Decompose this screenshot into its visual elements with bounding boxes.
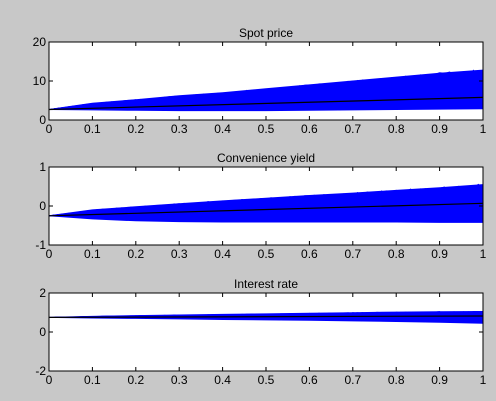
convenience-yield-x-tick-label: 0 bbox=[46, 247, 53, 261]
convenience-yield-y-tick-label: 0 bbox=[39, 199, 46, 213]
convenience-yield-x-tick-label: 0.4 bbox=[214, 247, 231, 261]
spot-price-path-strand bbox=[49, 70, 483, 110]
interest-rate-x-tick-label: 1 bbox=[480, 373, 487, 387]
spot-price-x-tick-label: 0.6 bbox=[301, 122, 318, 136]
interest-rate-x-tick-label: 0.7 bbox=[344, 373, 361, 387]
spot-price-x-tick-label: 1 bbox=[480, 122, 487, 136]
interest-rate-x-tick-label: 0.1 bbox=[84, 373, 101, 387]
interest-rate-series-group bbox=[49, 310, 483, 324]
spot-price-x-tick-label: 0.1 bbox=[84, 122, 101, 136]
spot-price-x-tick-label: 0.5 bbox=[258, 122, 275, 136]
interest-rate-y-tick-label: -2 bbox=[35, 364, 46, 378]
spot-price-x-tick-label: 0.4 bbox=[214, 122, 231, 136]
convenience-yield-y-tick-label: 1 bbox=[39, 160, 46, 174]
convenience-yield-x-tick-label: 0.5 bbox=[258, 247, 275, 261]
spot-price-title: Spot price bbox=[239, 26, 293, 40]
interest-rate-y-tick-label: 2 bbox=[39, 286, 46, 300]
spot-price-y-tick-label: 20 bbox=[33, 35, 47, 49]
spot-price-series-group bbox=[49, 69, 483, 112]
convenience-yield-x-tick-label: 0.9 bbox=[431, 247, 448, 261]
convenience-yield-chart: 0 0.1 0.2 0.3 0.4 0.5 0.6 0.7 0.8 0.9 1-101Conveni… bbox=[35, 151, 486, 261]
spot-price-y-tick-label: 10 bbox=[33, 74, 47, 88]
convenience-yield-x-tick-label: 0.7 bbox=[344, 247, 361, 261]
convenience-yield-x-tick-label: 0.3 bbox=[171, 247, 188, 261]
interest-rate-mean-line bbox=[49, 315, 483, 318]
convenience-yield-x-tick-label: 0.6 bbox=[301, 247, 318, 261]
interest-rate-path-strand bbox=[49, 311, 483, 318]
convenience-yield-y-tick-label: -1 bbox=[35, 238, 46, 252]
interest-rate-x-tick-label: 0.2 bbox=[127, 373, 144, 387]
convenience-yield-title: Convenience yield bbox=[217, 151, 315, 165]
spot-price-path-strand bbox=[49, 71, 483, 110]
convenience-yield-path-strand bbox=[49, 185, 483, 217]
convenience-yield-x-tick-label: 0.2 bbox=[127, 247, 144, 261]
spot-price-x-tick-label: 0.2 bbox=[127, 122, 144, 136]
interest-rate-title: Interest rate bbox=[234, 277, 298, 291]
convenience-yield-x-tick-label: 0.1 bbox=[84, 247, 101, 261]
spot-price-x-tick-label: 0.3 bbox=[171, 122, 188, 136]
interest-rate-x-tick-label: 0.3 bbox=[171, 373, 188, 387]
convenience-yield-series-group bbox=[49, 183, 483, 223]
convenience-yield-x-tick-label: 0.8 bbox=[388, 247, 405, 261]
interest-rate-x-tick-label: 0.9 bbox=[431, 373, 448, 387]
spot-price-x-tick-label: 0 bbox=[46, 122, 53, 136]
spot-price-x-tick-label: 0.9 bbox=[431, 122, 448, 136]
interest-rate-x-tick-label: 0.4 bbox=[214, 373, 231, 387]
spot-price-x-tick-label: 0.7 bbox=[344, 122, 361, 136]
interest-rate-plot-area bbox=[49, 293, 483, 371]
spot-price-x-tick-label: 0.8 bbox=[388, 122, 405, 136]
interest-rate-x-tick-label: 0.8 bbox=[388, 373, 405, 387]
interest-rate-chart: 0 0.1 0.2 0.3 0.4 0.5 0.6 0.7 0.8 0.9 1-202Interes… bbox=[35, 277, 486, 387]
convenience-yield-x-tick-label: 1 bbox=[480, 247, 487, 261]
spot-price-y-tick-label: 0 bbox=[39, 113, 46, 127]
convenience-yield-mean-line bbox=[49, 202, 483, 217]
spot-price-mean-line bbox=[49, 96, 483, 111]
interest-rate-x-tick-label: 0 bbox=[46, 373, 53, 387]
interest-rate-y-tick-label: 0 bbox=[39, 325, 46, 339]
interest-rate-x-tick-label: 0.5 bbox=[258, 373, 275, 387]
spot-price-path-strand bbox=[49, 70, 483, 110]
convenience-yield-path-strand bbox=[49, 185, 483, 217]
interest-rate-x-tick-label: 0.6 bbox=[301, 373, 318, 387]
